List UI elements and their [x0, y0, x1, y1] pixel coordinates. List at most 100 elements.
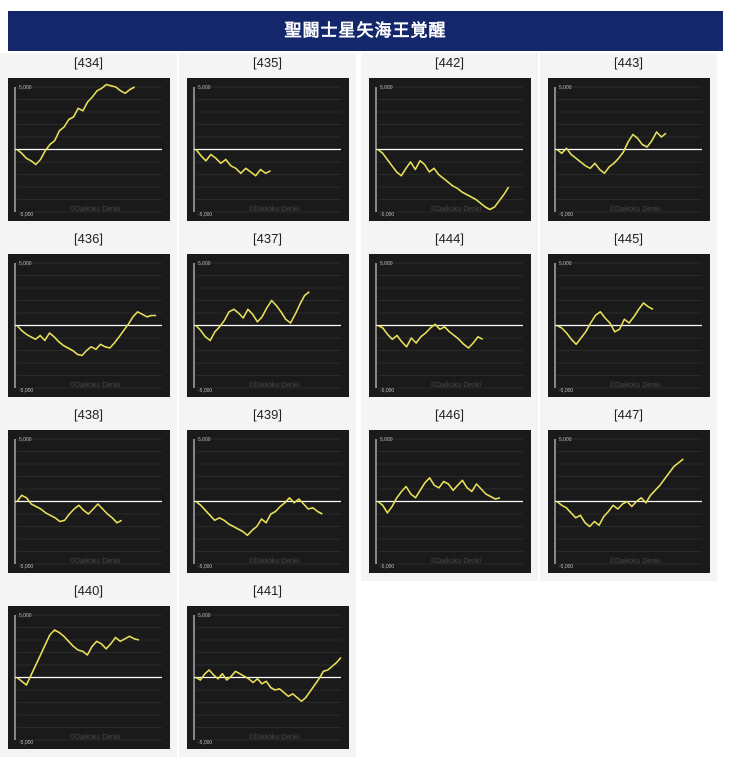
y-tick-label-min: -5,000: [198, 740, 212, 746]
slump-graph: 5,000 -5,000 ©Daikoku Denki: [8, 78, 170, 221]
graph-grid: [434] 5,000 -5,000 ©Daikoku Denki [435] 5,000…: [0, 53, 731, 757]
graph-svg: 5,000 -5,000 ©Daikoku Denki: [193, 85, 341, 218]
y-tick-label-min: -5,000: [19, 212, 33, 218]
graph-number-label: [446]: [435, 407, 464, 422]
graph-svg: 5,000 -5,000 ©Daikoku Denki: [14, 437, 162, 570]
slump-graph: 5,000 -5,000 ©Daikoku Denki: [187, 606, 349, 749]
page-title: 聖闘士星矢海王覚醒: [8, 11, 723, 51]
slump-graph: 5,000 -5,000 ©Daikoku Denki: [8, 254, 170, 397]
series-line: [195, 149, 271, 177]
series-line: [556, 131, 667, 175]
y-tick-label-min: -5,000: [559, 212, 573, 218]
y-tick-label-max: 5,000: [198, 261, 211, 267]
y-tick-label-max: 5,000: [380, 85, 393, 91]
graph-number-label: [440]: [74, 583, 103, 598]
graph-number-label: [437]: [253, 231, 282, 246]
series-line: [16, 494, 123, 524]
y-tick-label-min: -5,000: [19, 388, 33, 394]
graph-svg: 5,000 -5,000 ©Daikoku Denki: [193, 437, 341, 570]
slump-graph: 5,000 -5,000 ©Daikoku Denki: [369, 254, 531, 397]
watermark: ©Daikoku Denki: [249, 381, 300, 389]
y-tick-label-min: -5,000: [19, 564, 33, 570]
y-tick-label-max: 5,000: [380, 261, 393, 267]
y-tick-label-min: -5,000: [559, 564, 573, 570]
series-line: [377, 148, 510, 211]
slump-graph: 5,000 -5,000 ©Daikoku Denki: [8, 606, 170, 749]
y-tick-label-max: 5,000: [559, 85, 572, 91]
graph-cell: [438] 5,000 -5,000 ©Daikoku Denki: [0, 405, 177, 581]
graph-svg: 5,000 -5,000 ©Daikoku Denki: [554, 437, 702, 570]
graph-cell: [444] 5,000 -5,000 ©Daikoku Denki: [361, 229, 538, 405]
graph-svg: 5,000 -5,000 ©Daikoku Denki: [14, 83, 162, 218]
series-line: [195, 497, 323, 537]
watermark: ©Daikoku Denki: [431, 381, 482, 389]
y-tick-label-max: 5,000: [198, 437, 211, 443]
watermark: ©Daikoku Denki: [431, 205, 482, 213]
slump-graph: 5,000 -5,000 ©Daikoku Denki: [548, 254, 710, 397]
graph-number-label: [439]: [253, 407, 282, 422]
graph-cell: [441] 5,000 -5,000 ©Daikoku Denki: [179, 581, 356, 757]
series-line: [556, 302, 654, 346]
watermark: ©Daikoku Denki: [70, 381, 121, 389]
graph-number-label: [443]: [614, 55, 643, 70]
slump-graph: 5,000 -5,000 ©Daikoku Denki: [187, 254, 349, 397]
series-line: [16, 310, 157, 357]
graph-svg: 5,000 -5,000 ©Daikoku Denki: [193, 613, 342, 746]
graph-cell: [446] 5,000 -5,000 ©Daikoku Denki: [361, 405, 538, 581]
graph-number-label: [435]: [253, 55, 282, 70]
y-tick-label-max: 5,000: [380, 437, 393, 443]
watermark: ©Daikoku Denki: [249, 205, 300, 213]
slump-graph: 5,000 -5,000 ©Daikoku Denki: [187, 78, 349, 221]
graph-number-label: [434]: [74, 55, 103, 70]
graph-number-label: [447]: [614, 407, 643, 422]
y-tick-label-max: 5,000: [19, 437, 32, 443]
y-tick-label-max: 5,000: [198, 613, 211, 619]
graph-cell: [435] 5,000 -5,000 ©Daikoku Denki: [179, 53, 356, 229]
watermark: ©Daikoku Denki: [70, 733, 121, 741]
graph-svg: 5,000 -5,000 ©Daikoku Denki: [14, 261, 162, 394]
graph-cell: [445] 5,000 -5,000 ©Daikoku Denki: [540, 229, 717, 405]
slump-graph: 5,000 -5,000 ©Daikoku Denki: [369, 430, 531, 573]
graph-cell: [447] 5,000 -5,000 ©Daikoku Denki: [540, 405, 717, 581]
series-line: [377, 476, 501, 514]
watermark: ©Daikoku Denki: [249, 557, 300, 565]
graph-cell: [443] 5,000 -5,000 ©Daikoku Denki: [540, 53, 717, 229]
graph-svg: 5,000 -5,000 ©Daikoku Denki: [193, 261, 341, 394]
slump-graph: 5,000 -5,000 ©Daikoku Denki: [548, 78, 710, 221]
series-line: [195, 656, 342, 703]
series-line: [556, 458, 684, 528]
graph-svg: 5,000 -5,000 ©Daikoku Denki: [554, 85, 702, 218]
graph-svg: 5,000 -5,000 ©Daikoku Denki: [375, 85, 523, 218]
y-tick-label-min: -5,000: [380, 388, 394, 394]
graph-number-label: [442]: [435, 55, 464, 70]
watermark: ©Daikoku Denki: [610, 381, 661, 389]
series-line: [195, 291, 310, 342]
graph-number-label: [444]: [435, 231, 464, 246]
y-tick-label-min: -5,000: [559, 388, 573, 394]
graph-number-label: [438]: [74, 407, 103, 422]
watermark: ©Daikoku Denki: [249, 733, 300, 741]
y-tick-label-max: 5,000: [559, 261, 572, 267]
y-tick-label-min: -5,000: [380, 564, 394, 570]
watermark: ©Daikoku Denki: [431, 557, 482, 565]
y-tick-label-max: 5,000: [559, 437, 572, 443]
series-line: [16, 83, 136, 166]
graph-cell: [440] 5,000 -5,000 ©Daikoku Denki: [0, 581, 177, 757]
y-tick-label-max: 5,000: [19, 613, 32, 619]
graph-svg: 5,000 -5,000 ©Daikoku Denki: [14, 613, 162, 746]
y-tick-label-min: -5,000: [380, 212, 394, 218]
slump-graph: 5,000 -5,000 ©Daikoku Denki: [187, 430, 349, 573]
series-line: [16, 629, 140, 686]
graph-cell: [442] 5,000 -5,000 ©Daikoku Denki: [361, 53, 538, 229]
y-tick-label-min: -5,000: [19, 740, 33, 746]
graph-svg: 5,000 -5,000 ©Daikoku Denki: [375, 437, 523, 570]
graph-number-label: [441]: [253, 583, 282, 598]
y-tick-label-max: 5,000: [19, 85, 32, 91]
series-line: [377, 323, 484, 349]
graph-svg: 5,000 -5,000 ©Daikoku Denki: [375, 261, 523, 394]
y-tick-label-min: -5,000: [198, 564, 212, 570]
watermark: ©Daikoku Denki: [70, 205, 121, 213]
graph-cell: [434] 5,000 -5,000 ©Daikoku Denki: [0, 53, 177, 229]
graph-svg: 5,000 -5,000 ©Daikoku Denki: [554, 261, 702, 394]
y-tick-label-max: 5,000: [19, 261, 32, 267]
